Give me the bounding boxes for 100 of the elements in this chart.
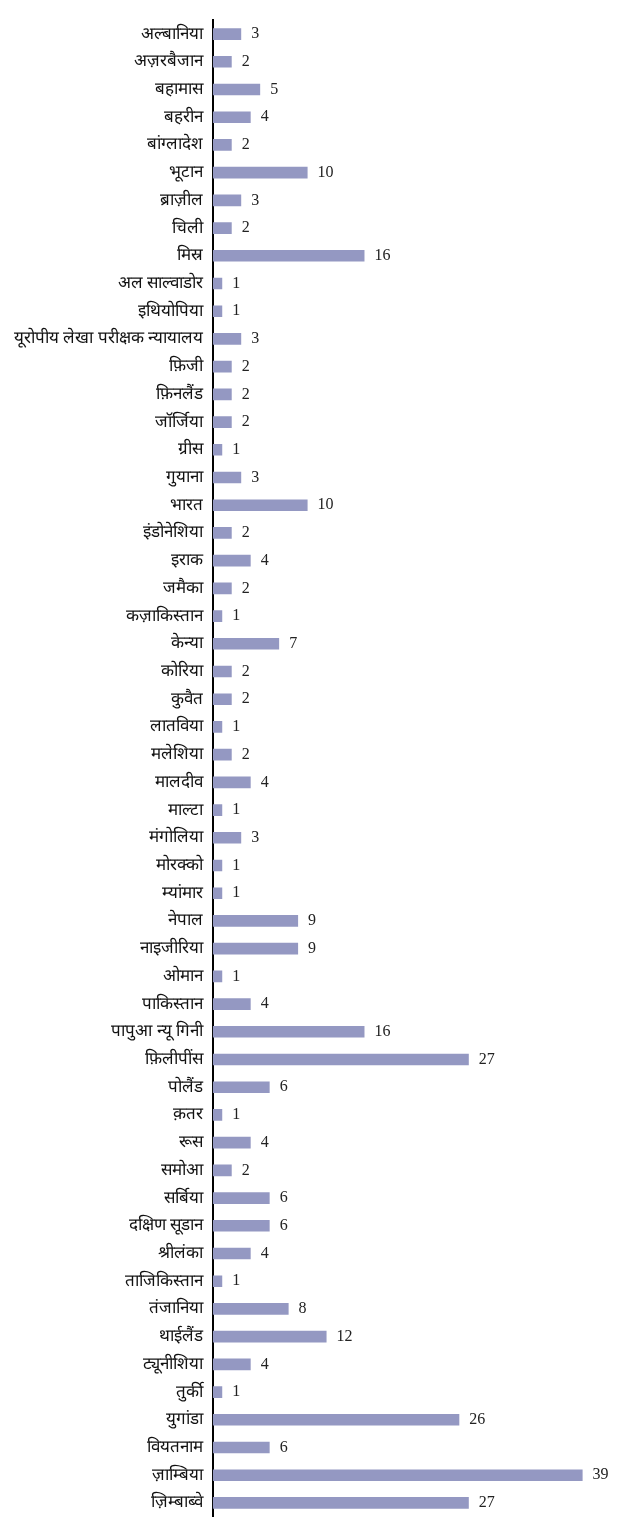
y-tick-label: फ़िजी: [168, 355, 204, 376]
y-tick-label: दक्षिण सूडान: [128, 1214, 204, 1236]
y-tick-label: मिस्र: [176, 244, 203, 265]
data-label: 39: [592, 1465, 609, 1483]
y-tick-label: भारत: [169, 494, 203, 514]
data-label: 2: [241, 1160, 250, 1178]
y-tick-label: ओमान: [162, 964, 204, 985]
bar: [212, 28, 242, 40]
y-tick-label: बहरीन: [163, 105, 204, 126]
y-tick-label: ग्रीस: [177, 438, 204, 459]
bar: [212, 471, 242, 484]
bar: [212, 831, 242, 844]
y-tick-label: चिली: [171, 216, 204, 237]
data-label: 8: [298, 1299, 307, 1317]
y-tick-label: ज़िम्बाब्वे: [150, 1491, 204, 1512]
y-tick-label: फ़िनलैंड: [155, 382, 204, 403]
y-tick-label: लातविया: [149, 715, 204, 736]
data-label: 2: [241, 689, 250, 707]
bar: [212, 1497, 469, 1509]
bar: [212, 1413, 460, 1426]
y-tick-label: इराक: [170, 550, 204, 570]
bar: [212, 416, 232, 428]
data-label: 1: [232, 606, 241, 624]
bar: [212, 222, 232, 234]
bar: [212, 360, 232, 373]
y-tick-label: मलेशिया: [150, 743, 204, 764]
data-label: 4: [260, 550, 269, 568]
data-label: 2: [241, 218, 250, 236]
y-tick-label: अल साल्वाडोर: [117, 271, 204, 292]
bar: [212, 610, 223, 622]
data-label: 4: [260, 1132, 269, 1150]
y-tick-label: श्रीलंका: [157, 1241, 204, 1262]
bar: [212, 1469, 583, 1482]
y-tick-label: कज़ाकिस्तान: [125, 604, 204, 625]
data-label: 2: [241, 412, 250, 430]
bar: [212, 693, 232, 706]
y-tick-label: अज़रबैजान: [133, 50, 204, 71]
y-tick-label: फ़िलीपींस: [144, 1047, 204, 1068]
y-tick-label: जॉर्जिया: [154, 410, 204, 431]
bar: [212, 859, 223, 872]
data-label: 2: [241, 51, 250, 69]
bar: [212, 1275, 223, 1288]
bar: [212, 998, 251, 1010]
data-label: 1: [232, 273, 241, 291]
bar: [212, 388, 232, 401]
y-tick-label: युगांडा: [165, 1409, 204, 1430]
data-label: 4: [260, 107, 269, 125]
bar: [212, 1053, 469, 1066]
y-tick-label: केन्या: [170, 632, 204, 653]
data-label: 2: [241, 661, 250, 679]
y-tick-label: म्यांमार: [161, 882, 204, 902]
data-label: 3: [251, 329, 260, 347]
data-label: 1: [232, 1105, 241, 1123]
y-tick-label: इथियोपिया: [137, 299, 204, 320]
bar: [212, 83, 261, 96]
data-label: 2: [241, 384, 250, 402]
data-label: 1: [232, 800, 241, 818]
y-tick-label: तंजानिया: [148, 1297, 204, 1318]
data-label: 2: [241, 744, 250, 762]
bar: [212, 1247, 251, 1260]
data-label: 4: [260, 772, 269, 790]
data-label: 1: [232, 717, 241, 735]
bar: [212, 748, 232, 761]
y-tick-label: थाईलैंड: [158, 1325, 204, 1346]
y-tick-label: नाइजीरिया: [139, 937, 204, 958]
y-tick-label: पाकिस्तान: [141, 992, 204, 1013]
bar: [212, 1219, 270, 1232]
data-label: 3: [251, 467, 260, 485]
bar: [212, 887, 223, 900]
y-tick-label: नेपाल: [167, 909, 203, 930]
data-label: 1: [232, 439, 241, 457]
y-tick-label: ज़ाम्बिया: [151, 1463, 204, 1484]
bar: [212, 1330, 327, 1343]
y-tick-label: पापुआ न्यू गिनी: [111, 1020, 204, 1042]
bar: [212, 305, 223, 318]
data-label: 2: [241, 356, 250, 374]
bar: [212, 55, 232, 68]
bar: [212, 443, 223, 456]
data-label: 27: [478, 1493, 495, 1511]
bar: [212, 582, 232, 595]
y-tick-label: वियतनाम: [146, 1435, 204, 1456]
bar: [212, 166, 308, 179]
bar: [212, 970, 223, 983]
bar: [212, 554, 251, 567]
bar: [212, 776, 251, 789]
y-tick-label: तुर्की: [175, 1380, 205, 1402]
data-label: 4: [260, 1354, 269, 1372]
y-tick-label: बांग्लादेश: [146, 133, 203, 154]
bar: [212, 527, 232, 539]
y-tick-label: सर्बिया: [163, 1186, 204, 1207]
bar: [212, 1386, 223, 1398]
y-tick-label: मोरक्को: [155, 853, 204, 874]
data-label: 6: [279, 1437, 288, 1455]
bar: [212, 1192, 270, 1204]
bar: [212, 139, 232, 151]
data-label: 5: [270, 79, 279, 97]
data-label: 12: [336, 1326, 353, 1344]
bar: [212, 194, 242, 207]
y-tick-label: मालदीव: [154, 770, 204, 791]
y-tick-label: यूरोपीय लेखा परीक्षक न्यायालय: [14, 327, 204, 349]
